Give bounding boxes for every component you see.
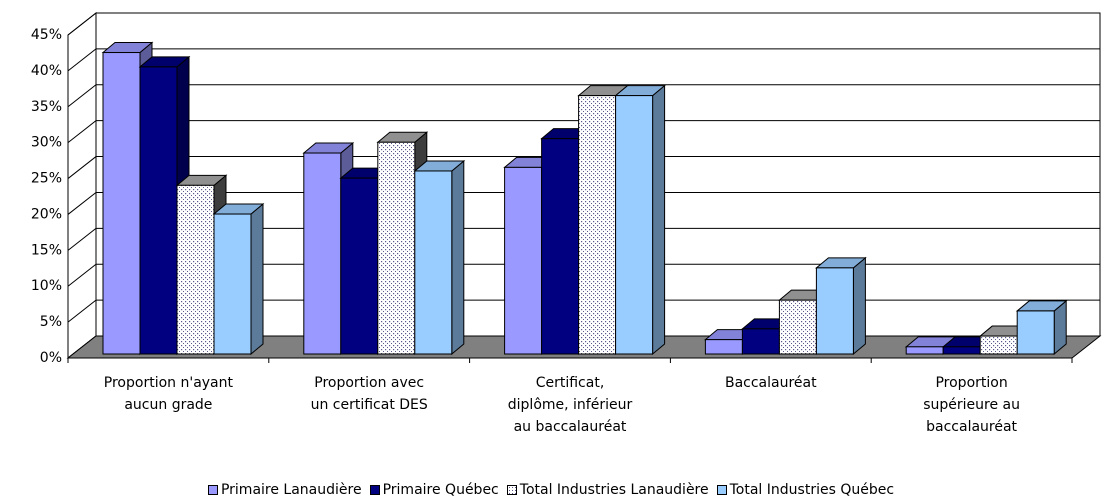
x-tick-label: Proportion supérieure au baccalauréat [923,375,1020,435]
grid-line [67,12,1100,36]
bar [102,52,141,355]
legend-swatch [207,485,218,495]
bar [504,166,543,355]
bar-top-shade [377,132,427,143]
bar-side-shade [652,85,665,354]
bar-side-shade [251,204,263,354]
x-tick-label: Proportion n'ayant aucun grade [103,375,233,413]
legend: Primaire Lanaudière Primaire Québec Total … [0,482,1102,498]
x-tick-label: Certificat, diplôme, inférieur au baccal… [507,375,633,435]
y-tick-label: 0% [40,350,62,366]
y-tick-label: 25% [31,171,62,187]
bar-top-shade [906,336,956,347]
grid-line [67,227,1100,251]
bar [139,66,178,355]
legend-item: Primaire Québec [369,482,499,498]
legend-label: Total Industries Lanaudière [519,482,709,498]
bar [615,95,654,355]
bar-top-shade [303,143,353,154]
bar [414,170,453,355]
bar [213,213,252,355]
y-tick-label: 35% [31,99,62,115]
grid-line [67,263,1100,287]
grid-line [67,299,1100,323]
y-tick-label: 40% [31,63,62,79]
bar [778,299,817,355]
bar-top-shade [414,160,464,171]
y-tick-label: 15% [31,242,62,258]
bar [303,152,342,355]
bar [541,138,580,355]
bar-top-shade [578,85,628,96]
plot: 0% 5% 10% 15% 20% 25% 30% 35% 40% 45% [31,11,1102,366]
bar-top-shade [1017,300,1067,311]
y-tick-label: 10% [31,278,62,294]
bar [905,346,944,355]
grid-line [67,48,1100,72]
bar [942,346,981,355]
x-tick-label: Proportion avec un certificat DES [310,375,428,413]
bar [741,328,780,355]
bar [176,184,215,355]
legend-swatch [369,485,380,495]
x-tick-label: Baccalauréat [724,375,817,391]
bar-top-shade [816,257,866,268]
bar-top-shade [615,85,665,96]
legend-label: Primaire Québec [382,482,499,498]
bar [815,267,854,355]
grid-line [67,156,1100,179]
grid-line [67,120,1100,144]
y-tick-label: 5% [40,314,62,330]
legend-swatch [506,485,517,495]
bar [979,335,1018,355]
bar [377,141,416,355]
bar [704,339,743,355]
bar-top-shade [140,56,189,67]
y-tick-label: 20% [31,206,62,222]
legend-item: Total Industries Québec [716,482,895,498]
y-tick-label: 30% [31,135,62,151]
legend-item: Primaire Lanaudière [207,482,362,498]
grid-line [67,191,1100,215]
bar-side-shade [1054,300,1067,354]
legend-label: Primaire Lanaudière [220,482,362,498]
legend-swatch [716,485,727,495]
legend-label: Total Industries Québec [729,482,895,498]
legend-item: Total Industries Lanaudière [506,482,709,498]
side-wall [67,11,97,360]
bar-side-shade [451,160,464,354]
bar-top-shade [214,204,263,215]
bar [578,95,617,355]
bar-side-shade [853,257,866,354]
bar [1016,310,1055,355]
bar-top-shade [177,175,226,186]
y-tick-label: 45% [31,27,62,43]
grid-line [67,84,1100,108]
bar-top-shade [103,42,152,53]
bar [340,177,379,355]
